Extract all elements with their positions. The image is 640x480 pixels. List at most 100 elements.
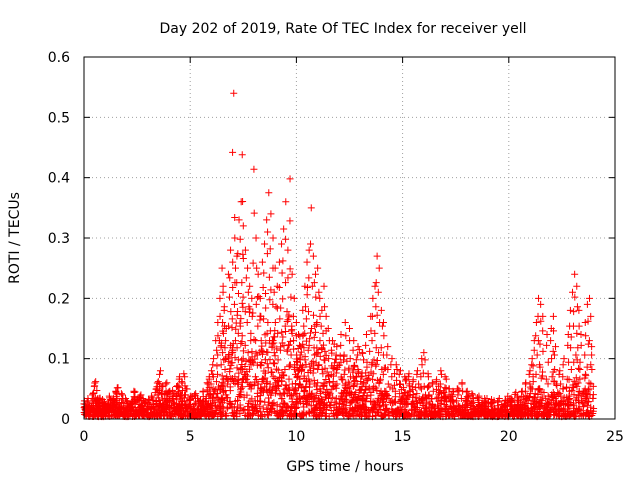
data-point [517,398,525,406]
data-point [339,376,347,384]
data-point [373,311,381,319]
data-point [258,258,266,266]
data-point [573,329,581,337]
data-point [87,407,95,415]
data-point [173,396,181,404]
y-tick-label: 0.5 [48,110,70,126]
data-point [238,299,246,307]
data-point [122,411,130,419]
data-point [262,339,270,347]
data-point [301,356,309,364]
data-point [219,288,227,296]
data-point [246,282,254,290]
data-point [395,370,403,378]
data-point [298,366,306,374]
data-point [262,379,270,387]
data-point [392,408,400,416]
data-point [175,389,183,397]
data-point [340,388,348,396]
data-point [331,359,339,367]
data-point [165,404,173,412]
data-point [317,322,325,330]
data-point [551,394,559,402]
data-point [181,391,189,399]
data-point [585,385,593,393]
data-point [237,340,245,348]
data-point [539,312,547,320]
data-point [532,370,540,378]
data-point [521,396,529,404]
y-tick-label: 0 [61,412,70,428]
data-point [229,283,237,291]
data-point [308,393,316,401]
data-point [273,345,281,353]
data-point [312,359,320,367]
data-point [261,240,269,248]
data-point [283,317,291,325]
data-point [355,346,363,354]
data-point [123,405,131,413]
data-point [274,366,282,374]
data-point [244,349,252,357]
data-point [570,308,578,316]
data-point [475,392,483,400]
data-point [214,332,222,340]
data-point [453,385,461,393]
data-point [518,404,526,412]
data-point [93,387,101,395]
data-point [454,391,462,399]
data-point [199,393,207,401]
data-point [305,398,313,406]
data-point [92,378,100,386]
data-point [235,216,243,224]
data-point [388,397,396,405]
data-point [222,375,230,383]
data-point [549,347,557,355]
data-point [326,389,334,397]
data-point [288,329,296,337]
data-point [265,273,273,281]
data-point [234,396,242,404]
data-point [434,401,442,409]
data-point [135,405,143,413]
data-point [252,234,260,242]
data-point [161,407,169,415]
data-point [461,409,469,417]
data-point [237,388,245,396]
data-point [270,288,278,296]
data-point [480,402,488,410]
data-point [436,380,444,388]
data-point [280,371,288,379]
data-point [269,234,277,242]
data-point [441,384,449,392]
data-point [183,385,191,393]
data-point [576,358,584,366]
data-point [115,408,123,416]
data-point [573,303,581,311]
data-point [306,335,314,343]
data-point [368,361,376,369]
data-point [260,315,268,323]
data-point [388,355,396,363]
data-point [384,380,392,388]
data-point [199,404,207,412]
data-point [393,366,401,374]
data-point [193,406,201,414]
data-point [209,385,217,393]
data-point [396,390,404,398]
data-point [533,351,541,359]
data-point [400,392,408,400]
data-point [218,264,226,272]
data-point [314,412,322,419]
data-point [556,390,564,398]
data-point [143,402,151,410]
data-point [529,362,537,370]
grid-lines [84,57,615,419]
data-point [267,210,275,218]
data-point [445,412,453,420]
data-point [248,294,256,302]
data-point [371,329,379,337]
data-point [354,351,362,359]
data-point [320,282,328,290]
data-point [257,397,265,405]
